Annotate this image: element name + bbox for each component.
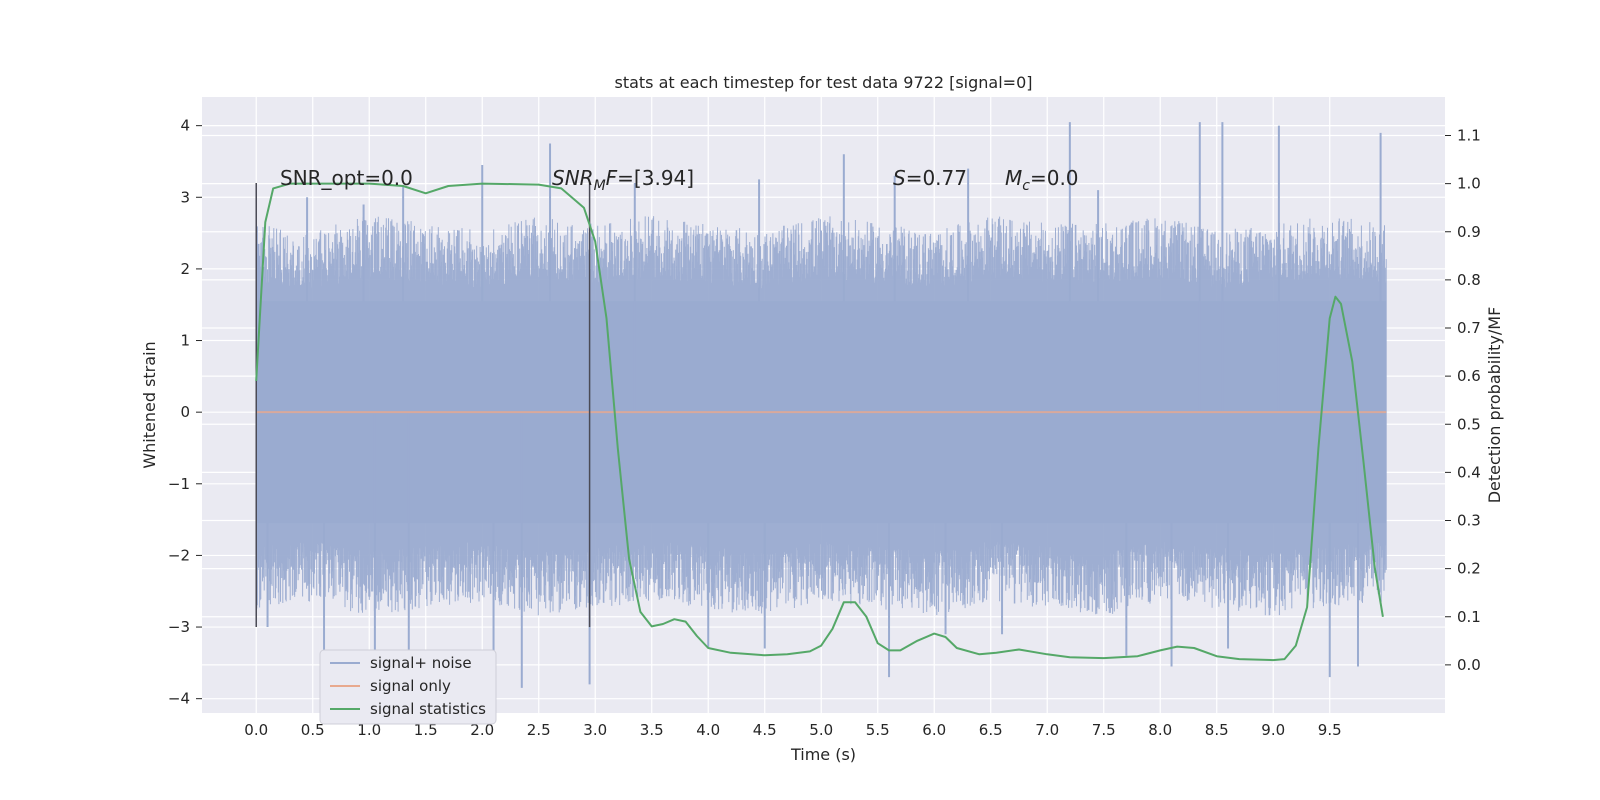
x-tick-label: 3.5 (640, 721, 664, 739)
s-italic: S (893, 166, 906, 190)
x-tick-label: 2.0 (470, 721, 494, 739)
x-tick-label: 8.0 (1148, 721, 1172, 739)
y2-tick-label: 1.0 (1457, 175, 1481, 193)
legend-label-statistics: signal statistics (370, 700, 486, 718)
x-tick-label: 1.5 (414, 721, 438, 739)
y2-tick-label: 0.6 (1457, 367, 1481, 385)
x-tick-label: 5.0 (809, 721, 833, 739)
annotation-s: S=0.77 (893, 166, 967, 190)
y2-axis-ticks: 0.0 0.1 0.2 0.3 0.4 0.5 0.6 0.7 0.8 0.9 1.0 1.1 (1445, 127, 1481, 674)
annotation-snr-opt: SNR_opt=0.0 (280, 166, 413, 190)
y2-tick-label: 0.5 (1457, 415, 1481, 433)
y2-tick-label: 0.4 (1457, 463, 1481, 481)
x-axis-label: Time (s) (790, 745, 856, 764)
x-tick-label: 3.0 (583, 721, 607, 739)
y2-tick-label: 0.8 (1457, 271, 1481, 289)
x-tick-label: 8.5 (1205, 721, 1229, 739)
y2-tick-label: 0.9 (1457, 223, 1481, 241)
mc-base: M (1005, 166, 1022, 190)
s-rest: =0.77 (906, 166, 967, 190)
snr-mf-base: SNR (552, 166, 594, 190)
vertical-markers (255, 182, 591, 628)
x-tick-label: 7.5 (1092, 721, 1116, 739)
legend-box (319, 649, 497, 725)
y-tick-label: 0 (180, 403, 190, 421)
x-tick-label: 4.5 (753, 721, 777, 739)
mc-rest: =0.0 (1030, 166, 1079, 190)
chart-title: stats at each timestep for test data 972… (614, 73, 1032, 92)
x-tick-label: 1.0 (357, 721, 381, 739)
statistics-line (255, 182, 1384, 662)
x-tick-label: 4.0 (696, 721, 720, 739)
legend-label-noise: signal+ noise (370, 654, 472, 672)
annotation-snr-mf: SNRMF=[3.94] (552, 166, 694, 194)
x-tick-label: 2.5 (527, 721, 551, 739)
y2-tick-label: 0.0 (1457, 656, 1481, 674)
y-tick-label: −3 (168, 618, 190, 636)
snr-mf-rest-italic: F (606, 166, 618, 190)
y2-tick-label: 0.1 (1457, 608, 1481, 626)
y-tick-label: −2 (168, 546, 190, 564)
x-tick-label: 9.5 (1318, 721, 1342, 739)
x-tick-label: 6.0 (922, 721, 946, 739)
y2-tick-label: 1.1 (1457, 127, 1481, 145)
signal-statistics-series (255, 182, 1384, 662)
y-tick-label: −4 (168, 690, 190, 708)
y-axis-label: Whitened strain (140, 341, 159, 468)
y2-axis-label: Detection probability/MF (1485, 307, 1504, 504)
y2-tick-label: 0.2 (1457, 560, 1481, 578)
legend: signal+ noise signal only signal statist… (319, 649, 497, 725)
y-tick-label: 3 (180, 188, 190, 206)
y2-tick-label: 0.7 (1457, 319, 1481, 337)
x-tick-label: 0.0 (244, 721, 268, 739)
x-axis-ticks: 0.0 0.5 1.0 1.5 2.0 2.5 3.0 3.5 4.0 4.5 5.0 5.5 6.0 6… (244, 721, 1341, 739)
y-tick-label: 1 (180, 332, 190, 350)
x-tick-label: 0.5 (301, 721, 325, 739)
y-tick-label: 2 (180, 260, 190, 278)
annotation-mc: Mc=0.0 (1005, 166, 1079, 194)
y-tick-label: 4 (180, 117, 190, 135)
x-tick-label: 9.0 (1261, 721, 1285, 739)
x-tick-label: 5.5 (866, 721, 890, 739)
snr-mf-rest: =[3.94] (617, 166, 694, 190)
mc-sub: c (1022, 178, 1030, 194)
x-tick-label: 6.5 (979, 721, 1003, 739)
snr-mf-sub: M (594, 178, 606, 194)
y-axis-ticks: −4 −3 −2 −1 0 1 2 3 4 (168, 117, 202, 708)
legend-label-signal-only: signal only (370, 677, 451, 695)
y-tick-label: −1 (168, 475, 190, 493)
x-tick-label: 7.0 (1035, 721, 1059, 739)
y2-tick-label: 0.3 (1457, 512, 1481, 530)
